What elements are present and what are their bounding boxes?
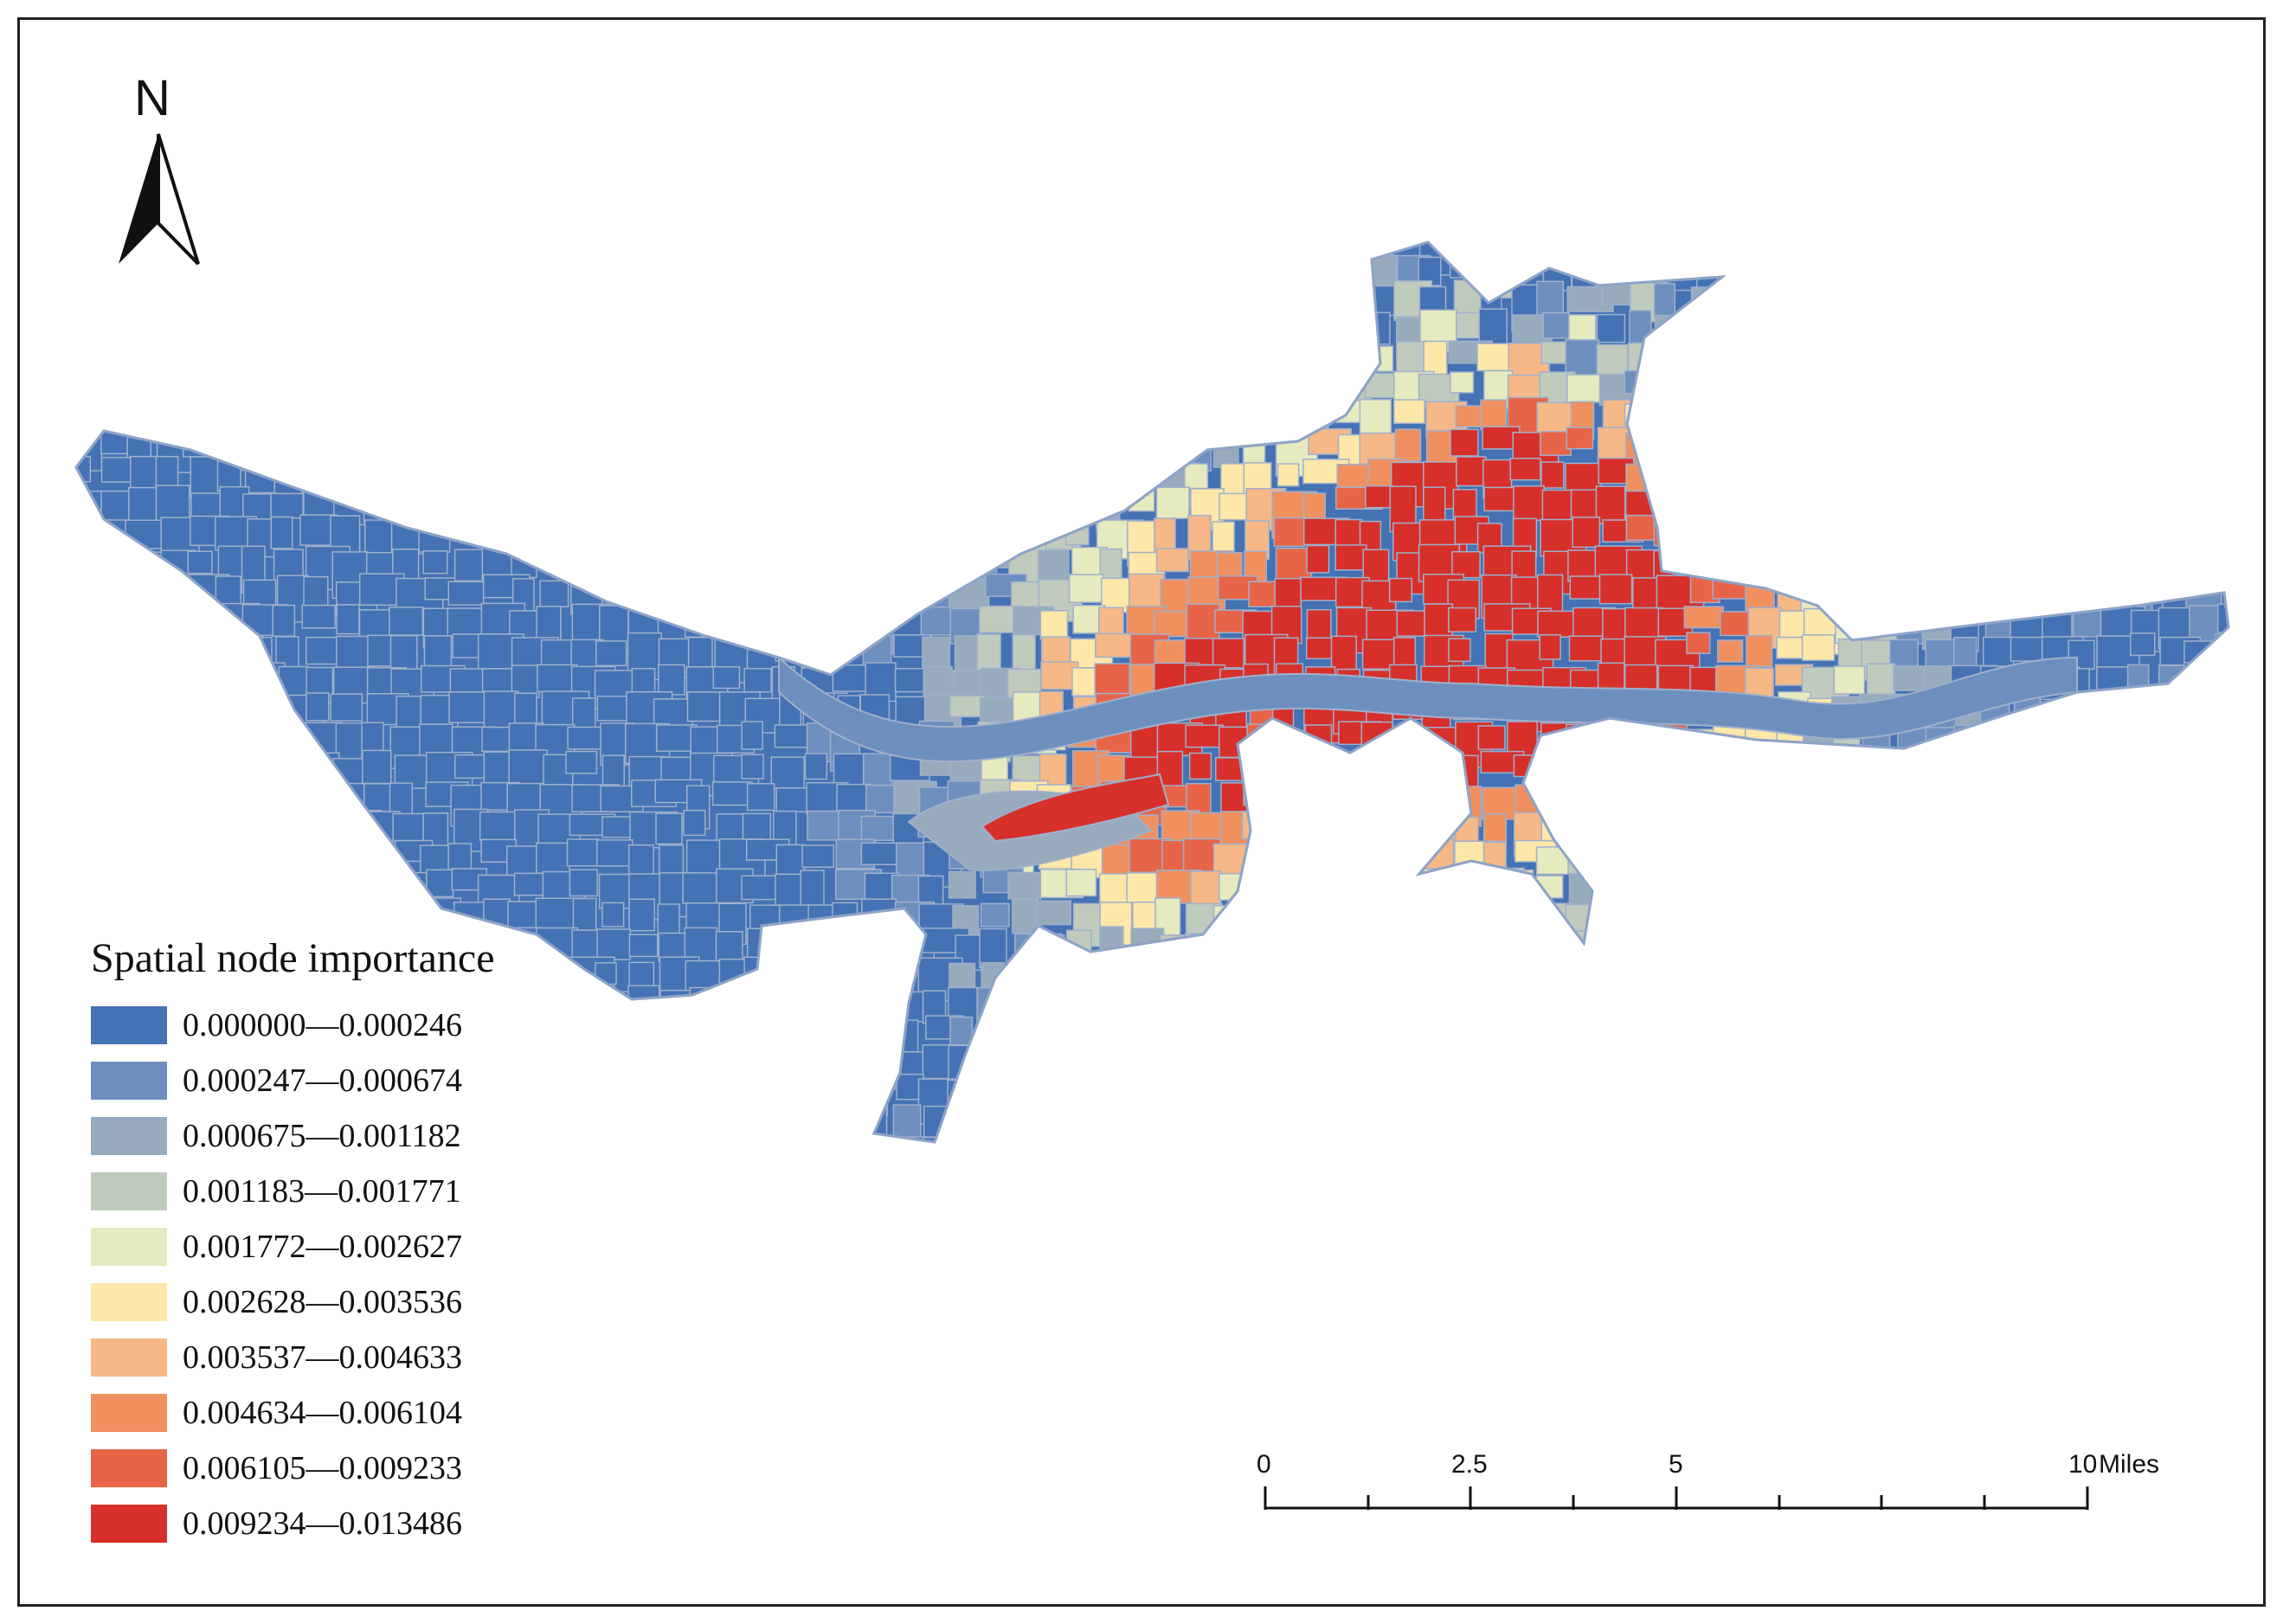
legend-label: 0.000247—0.000674 [183, 1062, 462, 1099]
legend-item: 0.000675—0.001182 [91, 1108, 495, 1164]
legend-label: 0.000675—0.001182 [183, 1118, 461, 1154]
legend-item: 0.004634—0.006104 [91, 1385, 495, 1441]
legend-label: 0.003537—0.004633 [183, 1339, 462, 1376]
north-arrow-icon [119, 133, 200, 266]
legend-item: 0.001772—0.002627 [91, 1219, 495, 1274]
legend-label: 0.000000—0.000246 [183, 1007, 462, 1043]
legend-swatch [91, 1006, 167, 1044]
legend-item: 0.000000—0.000246 [91, 998, 495, 1053]
legend: Spatial node importance 0.000000—0.00024… [91, 934, 495, 1551]
legend-title: Spatial node importance [91, 935, 495, 981]
legend-item: 0.009234—0.013486 [91, 1496, 495, 1551]
legend-item: 0.002628—0.003536 [91, 1274, 495, 1330]
scale-label-5: 5 [1669, 1450, 1683, 1479]
legend-swatch [91, 1394, 167, 1432]
north-label: N [134, 70, 170, 126]
legend-label: 0.004634—0.006104 [183, 1395, 462, 1431]
legend-swatch [91, 1449, 167, 1487]
map-frame [17, 17, 2266, 1607]
legend-item: 0.006105—0.009233 [91, 1441, 495, 1496]
scale-bar [1264, 1486, 2089, 1510]
legend-swatch [91, 1228, 167, 1266]
legend-swatch [91, 1062, 167, 1100]
legend-label: 0.009234—0.013486 [183, 1505, 462, 1542]
legend-swatch [91, 1283, 167, 1321]
scale-unit: Miles [2099, 1450, 2160, 1479]
legend-swatch [91, 1117, 167, 1155]
scale-label-2-5: 2.5 [1451, 1450, 1488, 1479]
scale-label-0: 0 [1257, 1450, 1271, 1479]
legend-label: 0.006105—0.009233 [183, 1450, 462, 1486]
legend-item: 0.003537—0.004633 [91, 1330, 495, 1385]
legend-item: 0.001183—0.001771 [91, 1164, 495, 1219]
legend-item: 0.000247—0.000674 [91, 1053, 495, 1108]
legend-items: 0.000000—0.000246 0.000247—0.000674 0.0006… [91, 998, 495, 1551]
legend-swatch [91, 1505, 167, 1543]
scale-label-10: 10 [2068, 1450, 2098, 1479]
legend-swatch [91, 1338, 167, 1377]
legend-label: 0.002628—0.003536 [183, 1284, 462, 1320]
legend-swatch [91, 1172, 167, 1210]
legend-label: 0.001772—0.002627 [183, 1229, 462, 1265]
legend-label: 0.001183—0.001771 [183, 1173, 461, 1210]
